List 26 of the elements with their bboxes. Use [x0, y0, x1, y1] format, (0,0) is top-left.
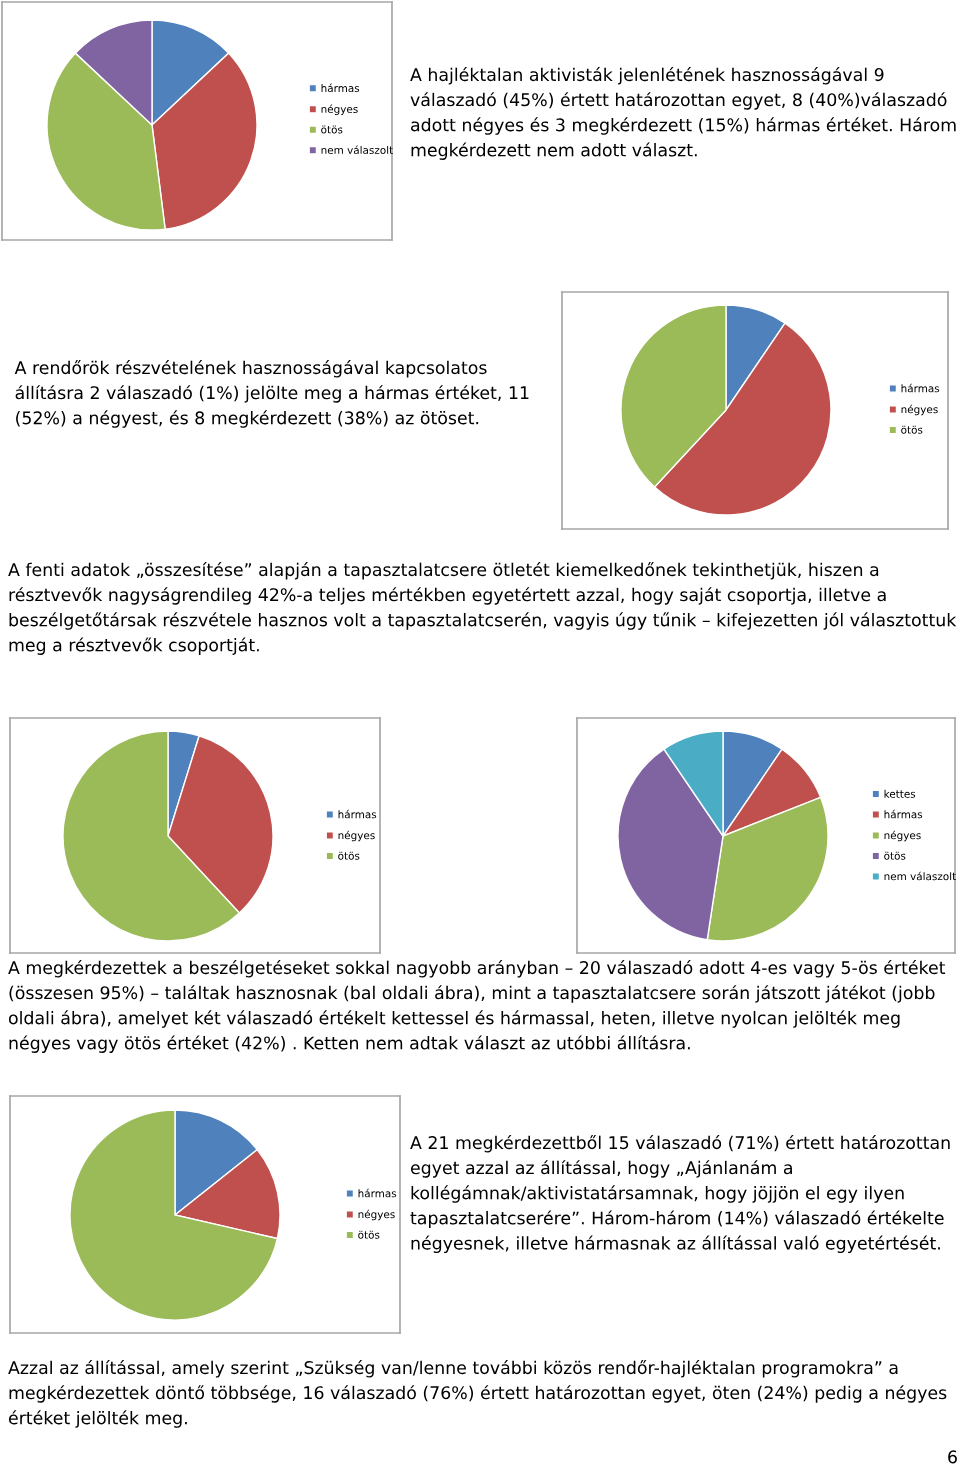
legend-label: hármas: [901, 383, 940, 393]
legend-label: négyes: [901, 404, 938, 416]
text: Azzal az állítással, amely szerint „Szükség van/lenne további közös rendőr-hajléktalan programokra” a megkérdezettek döntő többsége, 16 válaszadó (76%) értett határozottan egyet, öten (24%) pedig a négyes értéket jelölték meg.: [8, 1360, 947, 1428]
legend-label: ötös: [901, 425, 923, 434]
pie-slice: [69, 1109, 279, 1321]
legend-label: kettes: [884, 789, 916, 798]
legend-label: négyes: [884, 830, 921, 842]
text: A hajléktalan aktivisták jelenlétének hasznosságával 9 válaszadó (45%) értett határozottan egyet, 8 (40%)válaszadó adott négyes és 3 megkérdezett (15%) hármas értéket. Három megkérdezett nem adott választ.: [410, 67, 956, 160]
legend-label: nem válaszolt: [321, 145, 393, 154]
legend-label: hármas: [358, 1188, 397, 1198]
legend-label: hármas: [321, 83, 360, 93]
legend-label: ötös: [321, 125, 343, 134]
legend-label: nem válaszolt: [884, 871, 956, 881]
legend-label: ötös: [884, 851, 906, 860]
legend-label: négyes: [358, 1209, 395, 1221]
text: A 21 megkérdezettből 15 válaszadó (71%) értett határozottan egyet azzal az állítással, hogy „Ajánlanám a kollégámnak/aktivistatársamnak, hogy jöjjön el egy ilyen tapasztalatcserére”. Három-három (14%) válaszadó értékelte négyesnek, illetve hármasnak az állítással való egyetértését.: [410, 1135, 950, 1254]
text: A fenti adatok „összesítése” alapján a tapasztalatcsere ötletét kiemelkedőnek tekinthetjük, hiszen a résztvevők nagyságrendileg 42%-a teljes mértékben egyetértett azzal, hogy saját csoportja, illetve a beszélgetőtársak részvétele hasznos volt a tapasztalatcserén, vagyis úgy tűnik – kifejezetten jól választottuk meg a résztvevők csoportját.: [8, 562, 957, 655]
text: A megkérdezettek a beszélgetéseket sokkal nagyobb arányban – 20 válaszadó adott 4-es vagy 5-ös értéket (összesen 95%) – találtak hasznosnak (bal oldali ábra), mint a tapasztalatcsere során játszott játékot (jobb oldali ábra), amelyet két válaszadó értékelt kettessel és hármassal, heten, illetve nyolcan jelölték meg négyes vagy ötös értéket (42%) . Ketten nem adtak választ az utóbbi állításra.: [8, 960, 946, 1053]
legend-label: ötös: [358, 1230, 380, 1239]
legend-label: négyes: [321, 104, 358, 115]
text: 6: [948, 1450, 957, 1464]
legend-label: ötös: [338, 851, 360, 860]
legend-label: hármas: [338, 809, 377, 819]
text: A rendőrök részvételének hasznosságával kapcsolatos állításra 2 válaszadó (1%) jelölte meg a hármas értéket, 11 (52%) a négyest, és 8 megkérdezett (38%) az ötöset.: [14, 360, 529, 428]
legend-label: hármas: [884, 809, 923, 819]
legend-label: négyes: [338, 830, 375, 842]
